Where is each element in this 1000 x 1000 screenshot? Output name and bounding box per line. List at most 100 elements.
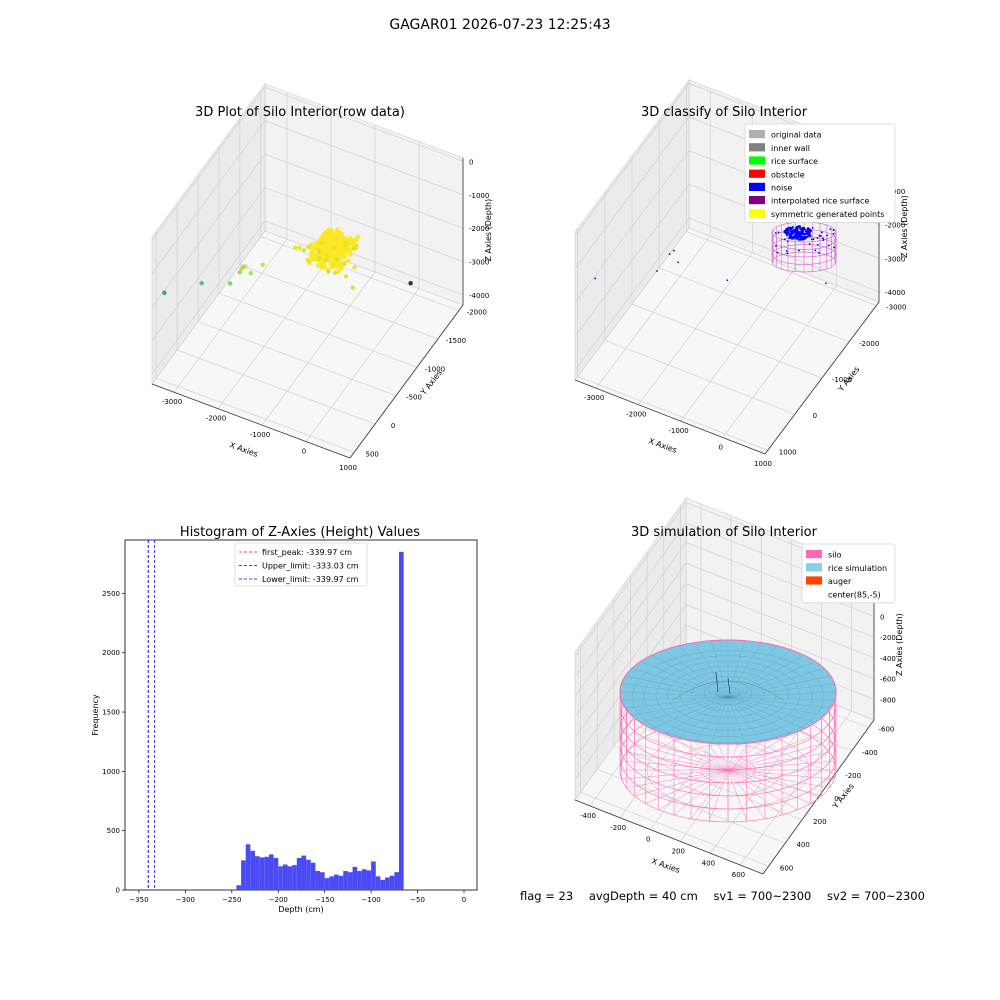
p4-rice-surface-spoke bbox=[710, 696, 729, 744]
p1-grid-z bbox=[151, 87, 266, 241]
p1-cluster-point bbox=[338, 247, 344, 253]
p2-z-tick-label: -3000 bbox=[885, 255, 905, 263]
p2-y-tick-label: -1000 bbox=[832, 376, 852, 384]
p1-cluster-point bbox=[323, 239, 329, 245]
p1-y-tick-label: 500 bbox=[365, 450, 378, 458]
p2-grid-y bbox=[577, 376, 768, 451]
p2-x-tick-label: -3000 bbox=[584, 394, 604, 402]
p2-noise-point bbox=[789, 233, 792, 236]
p4-title: 3D simulation of Silo Interior bbox=[631, 525, 818, 540]
p3-x-axis-label: Depth (cm) bbox=[278, 905, 323, 914]
p3-histogram-bar bbox=[287, 866, 293, 890]
p1-grid-x bbox=[305, 288, 420, 442]
p4-rice-surface-spoke bbox=[727, 696, 746, 744]
p2-noise-point bbox=[807, 232, 811, 236]
p1-scatter-point bbox=[343, 274, 349, 279]
p4-rice-surface-spoke bbox=[727, 696, 831, 709]
p2-noise-point bbox=[802, 236, 805, 239]
p1-y-tick-label: -1500 bbox=[446, 337, 466, 345]
p3-histogram-bar bbox=[255, 856, 260, 890]
p2-noise-point bbox=[827, 244, 830, 247]
p4-silo-floor-ring bbox=[700, 756, 756, 784]
p2-x-tick-label: -1000 bbox=[668, 427, 688, 435]
p4-grid-z bbox=[574, 522, 687, 678]
p2-noise-point bbox=[805, 235, 808, 239]
p2-grid-z bbox=[574, 116, 690, 270]
p2-noise-point bbox=[820, 235, 822, 237]
p1-grid-y bbox=[176, 349, 376, 425]
p1-scatter-point bbox=[316, 249, 322, 254]
p2-noise-point bbox=[800, 238, 803, 241]
p4-y-tick-label: 0 bbox=[834, 795, 838, 803]
p1-cluster-point bbox=[338, 231, 344, 236]
p1-scatter-point bbox=[297, 245, 303, 250]
p4-rice-surface-spoke bbox=[625, 675, 729, 698]
p2-noise-point bbox=[807, 227, 810, 230]
p4-x-tick-label: -400 bbox=[580, 812, 596, 820]
p3-x-tick-label: 0 bbox=[462, 896, 466, 904]
p2-x-tick-label: 1000 bbox=[754, 460, 772, 468]
p4-rice-surface-spoke bbox=[727, 683, 835, 698]
p4-rice-surface-spoke bbox=[727, 696, 825, 716]
p3-histogram-bar bbox=[315, 871, 321, 890]
p2-legend-label: noise bbox=[771, 184, 792, 193]
p1-scatter-point bbox=[315, 257, 320, 263]
p3-y-tick-label: 2000 bbox=[102, 649, 120, 657]
p1-scatter-point bbox=[308, 242, 313, 248]
p1-scatter-point bbox=[306, 259, 311, 264]
p4-rice-surface-spoke bbox=[727, 696, 778, 739]
p3-histogram-bar bbox=[329, 876, 334, 890]
p3-x-tick-label: −350 bbox=[129, 896, 148, 904]
p3-histogram-bar bbox=[268, 854, 274, 890]
p1-y-axis-line bbox=[349, 304, 464, 459]
p1-cluster-point bbox=[338, 266, 344, 272]
p4-y-tick-label: -600 bbox=[879, 726, 895, 734]
p1-cluster-point bbox=[339, 241, 344, 247]
p2-noise-point bbox=[822, 237, 824, 240]
p1-y-tick-label: -500 bbox=[406, 394, 422, 402]
p2-noise-point bbox=[786, 252, 789, 255]
p1-grid-z bbox=[151, 220, 266, 375]
p4-z-tick-label: -200 bbox=[880, 634, 896, 642]
p1-grid-x bbox=[261, 271, 376, 426]
p4-rice-surface-spoke bbox=[727, 668, 825, 698]
p2-noise-point bbox=[804, 232, 807, 235]
sv1-text: sv1 = 700~2300 bbox=[713, 889, 812, 903]
p1-cluster-point bbox=[328, 254, 333, 259]
p1-grid-z bbox=[264, 187, 464, 262]
p4-grid-z bbox=[574, 583, 687, 739]
p1-cluster-point bbox=[332, 241, 337, 247]
p1-cluster-point bbox=[320, 244, 325, 250]
p2-noise-point bbox=[799, 234, 802, 237]
panel-histogram: Histogram of Z-Axies (Height) Values −350… bbox=[91, 525, 478, 914]
p2-x-tick-label: 0 bbox=[719, 444, 723, 452]
p2-noise-point bbox=[783, 230, 786, 232]
p3-histogram-bar bbox=[324, 878, 330, 890]
p4-rice-surface-spoke bbox=[651, 696, 729, 729]
p4-legend-swatch bbox=[806, 576, 822, 585]
p2-y-tick-label: 0 bbox=[813, 412, 817, 420]
p4-rice-surface-spoke bbox=[640, 696, 729, 723]
p1-cluster-point bbox=[331, 261, 336, 266]
p1-cluster-point bbox=[320, 255, 326, 260]
p1-cluster-point bbox=[342, 250, 347, 256]
p1-grid-y bbox=[218, 293, 418, 368]
p2-noise-point bbox=[818, 251, 820, 254]
p4-x-tick-label: 200 bbox=[672, 847, 685, 855]
p2-y-tick-label: -3000 bbox=[886, 304, 906, 312]
p1-y-tick-label: 0 bbox=[391, 422, 395, 430]
p4-grid-z bbox=[685, 583, 875, 659]
p2-noise-point bbox=[797, 233, 800, 236]
p1-scatter-point bbox=[350, 285, 355, 290]
p4-rice-surface-spoke bbox=[727, 655, 805, 698]
p2-noise-point bbox=[777, 231, 780, 234]
p4-rice-surface bbox=[619, 639, 837, 745]
p2-noise-point bbox=[804, 228, 806, 231]
p1-grid-z bbox=[264, 87, 464, 162]
p3-x-tick-label: −250 bbox=[222, 896, 241, 904]
p4-y-tick-label: 400 bbox=[797, 841, 810, 849]
p2-noise-point bbox=[808, 243, 811, 245]
p4-grid-z bbox=[574, 502, 687, 657]
p1-cluster-point bbox=[326, 229, 332, 234]
p2-title: 3D classify of Silo Interior bbox=[641, 105, 808, 120]
